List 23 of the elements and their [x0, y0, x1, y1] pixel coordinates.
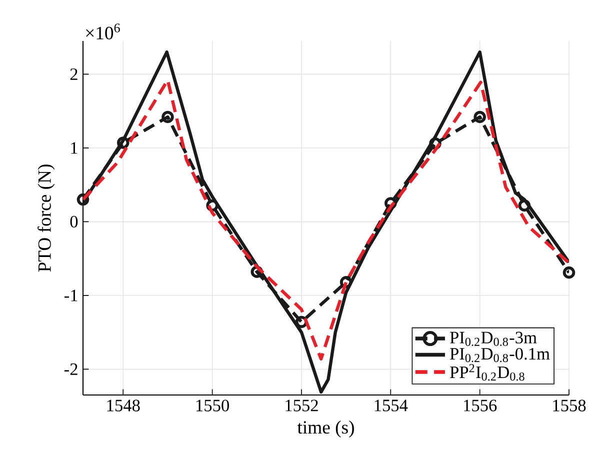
x-tick-label: 1552	[286, 400, 318, 412]
y-tick-label: 2	[70, 68, 78, 80]
point	[562, 266, 576, 279]
x-tick-label: 1554	[374, 400, 408, 412]
point	[162, 110, 174, 124]
point	[518, 199, 531, 212]
y-tick-label: 1	[71, 142, 78, 154]
legend-label: PI$_{0.2}$D$_{0.8}$-3m	[450, 332, 537, 346]
y-axis-title: PTO force (N)	[38, 164, 55, 272]
point	[474, 110, 486, 124]
legend-label: PP$^{2}$I$_{0.2}$D$_{0.8}$	[450, 364, 524, 381]
legend-label: PI$_{0.2}$D$_{0.8}$-0.1m	[450, 348, 550, 362]
x-tick-label: 1550	[196, 400, 229, 412]
y-tick-label: -2	[64, 363, 78, 375]
x-tick-label: 1558	[553, 400, 586, 412]
text: ×10$^{6}$	[86, 24, 120, 40]
point	[116, 136, 130, 149]
x-axis-title: time (s)	[297, 420, 354, 438]
x-tick-label: 1556	[464, 400, 497, 412]
y-tick-label: 0	[70, 216, 78, 228]
line-series	[83, 78, 569, 360]
x-tick-label: 1548	[107, 400, 140, 412]
y-tick-label: -1	[64, 290, 78, 302]
